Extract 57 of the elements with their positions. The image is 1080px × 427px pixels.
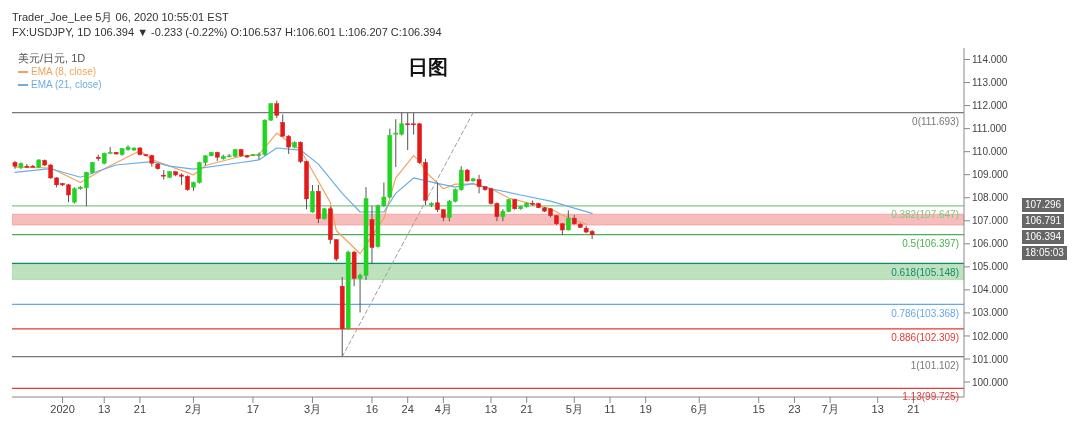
x-tick-label: 21 bbox=[907, 402, 920, 415]
ref-line-label: 0.618(105.148) bbox=[891, 266, 959, 278]
x-tick-label: 17 bbox=[246, 402, 260, 415]
y-tick-label: 103.000 bbox=[972, 307, 1009, 319]
x-tick-label: 4月 bbox=[434, 402, 452, 415]
x-tick-label: 21 bbox=[133, 402, 147, 415]
line-series bbox=[14, 147, 593, 214]
line-series bbox=[14, 132, 587, 255]
legend-label: EMA (21, close) bbox=[31, 78, 102, 91]
x-tick-label: 6月 bbox=[690, 402, 708, 415]
y-tick-label: 106.000 bbox=[972, 238, 1009, 250]
x-tick-label: 23 bbox=[788, 402, 801, 415]
x-tick-label: 2月 bbox=[184, 402, 203, 415]
chart-subtitle: Trader_Joe_Lee 5月 06, 2020 10:55:01 EST bbox=[12, 10, 230, 25]
ref-line-label: 0(111.693) bbox=[912, 115, 959, 127]
ref-line-label: 1(101.102) bbox=[910, 359, 959, 371]
y-tick-label: 111.000 bbox=[972, 123, 1008, 135]
chart-title: 日图 bbox=[408, 55, 448, 80]
x-tick-label: 13 bbox=[871, 402, 884, 415]
x-tick-label: 7月 bbox=[821, 402, 839, 415]
y-tick-label: 105.000 bbox=[972, 261, 1009, 273]
ref-line-label: 0.886(102.309) bbox=[891, 331, 959, 343]
text: 107.296 bbox=[1022, 198, 1065, 213]
candlestick bbox=[566, 209, 571, 231]
y-tick-label: 109.000 bbox=[972, 169, 1009, 181]
ref-line-label: 1.13(99.725) bbox=[902, 391, 959, 403]
x-tick-label: 16 bbox=[365, 402, 379, 415]
text: 106.791 bbox=[1022, 214, 1065, 229]
x-tick-label: 24 bbox=[401, 402, 414, 415]
y-tick-label: 107.000 bbox=[972, 215, 1009, 227]
y-tick-label: 114.000 bbox=[972, 54, 1008, 66]
y-tick-label: 101.000 bbox=[972, 353, 1009, 365]
x-tick-label: 13 bbox=[98, 402, 111, 415]
x-tick-label: 11 bbox=[604, 402, 616, 415]
y-tick-label: 113.000 bbox=[972, 77, 1008, 89]
y-tick-label: 108.000 bbox=[972, 192, 1009, 204]
y-tick-label: 110.000 bbox=[972, 146, 1008, 158]
text: 106.394 bbox=[1022, 230, 1065, 245]
y-tick-label: 112.000 bbox=[972, 100, 1008, 112]
ref-line-label: 0.5(106.397) bbox=[902, 237, 959, 249]
text: 18:05:03 bbox=[1022, 246, 1067, 261]
x-tick-label: 5月 bbox=[565, 402, 583, 415]
legend-label: EMA (8, close) bbox=[31, 65, 97, 78]
x-tick-label: 2020 bbox=[50, 402, 75, 415]
x-tick-label: 21 bbox=[520, 402, 533, 415]
legend-title: 美元/日元, 1D bbox=[18, 52, 87, 65]
x-tick-label: 3月 bbox=[303, 402, 322, 415]
x-tick-label: 13 bbox=[484, 402, 498, 415]
x-tick-label: 15 bbox=[752, 402, 765, 415]
y-tick-label: 104.000 bbox=[972, 284, 1009, 296]
candlestick bbox=[310, 184, 315, 214]
x-tick-label: 19 bbox=[639, 402, 652, 415]
ref-line-label: 0.382(107.647) bbox=[891, 208, 959, 220]
ref-line-label: 0.786(103.368) bbox=[891, 307, 959, 319]
y-tick-label: 100.000 bbox=[972, 376, 1009, 388]
y-tick-label: 102.000 bbox=[972, 330, 1009, 342]
text: FX:USDJPY, 1D 106.394 ▼ -0.233 (-0.22%) O:106.537 H:106.601 L:106.207 C:106.394 bbox=[12, 25, 442, 40]
